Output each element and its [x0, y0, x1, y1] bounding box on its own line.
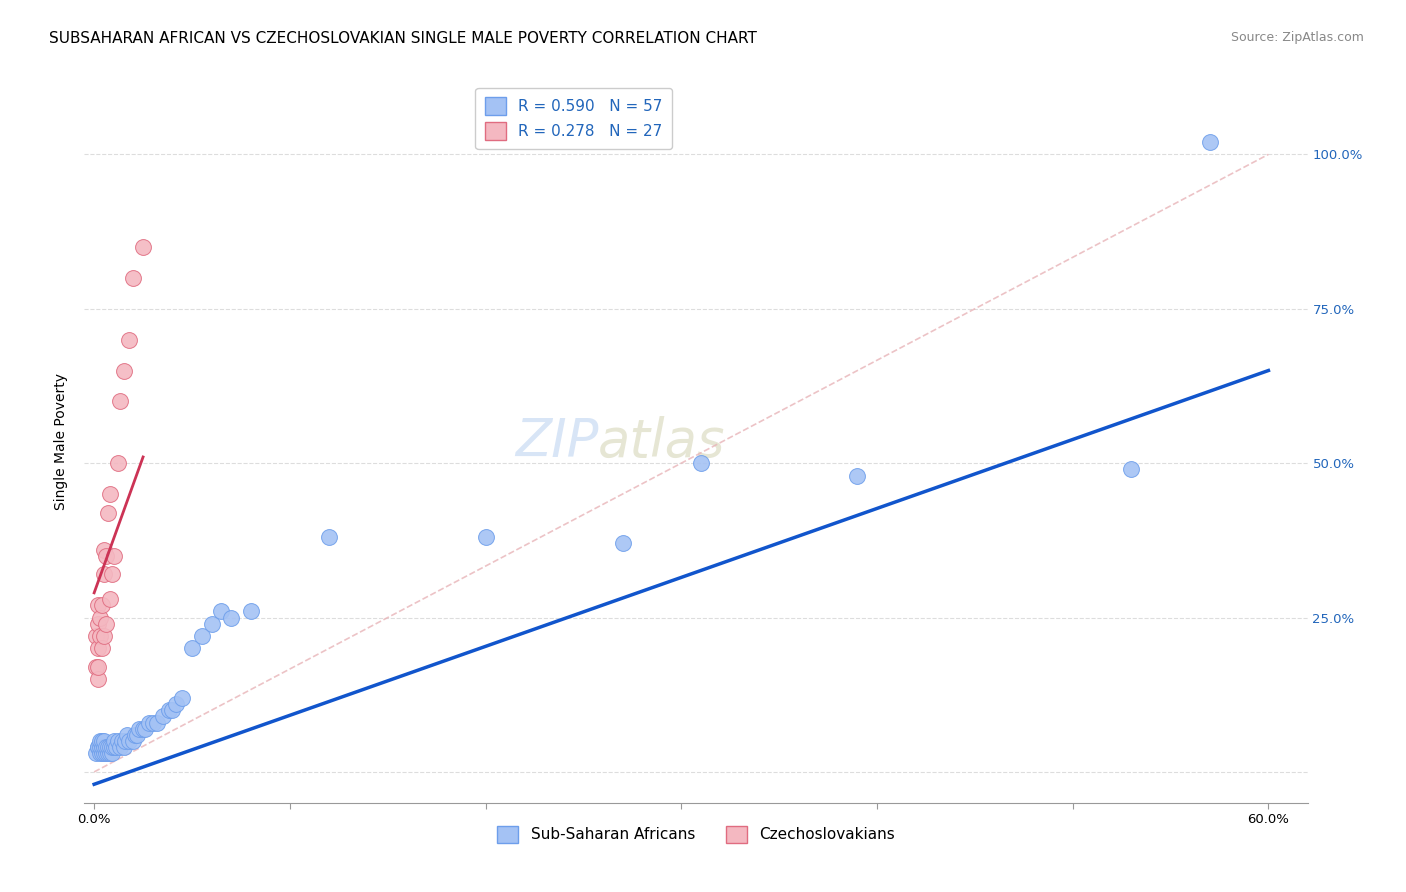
- Point: [118, 333, 141, 347]
- Point: [100, 740, 122, 755]
- Point: [91, 598, 114, 612]
- Point: [93, 629, 115, 643]
- Point: [87, 673, 110, 687]
- Point: [162, 703, 184, 717]
- Legend: Sub-Saharan Africans, Czechoslovakians: Sub-Saharan Africans, Czechoslovakians: [491, 820, 901, 849]
- Point: [93, 747, 115, 761]
- Point: [87, 641, 110, 656]
- Point: [209, 604, 232, 618]
- Point: [124, 728, 146, 742]
- Point: [89, 734, 111, 748]
- Point: [142, 715, 165, 730]
- Point: [107, 734, 129, 748]
- Point: [127, 728, 149, 742]
- Point: [152, 709, 174, 723]
- Point: [94, 747, 117, 761]
- Point: [87, 598, 110, 612]
- Point: [112, 740, 135, 755]
- Point: [146, 715, 169, 730]
- Point: [846, 468, 869, 483]
- Point: [689, 456, 711, 470]
- Point: [93, 567, 115, 582]
- Point: [91, 747, 114, 761]
- Point: [117, 728, 139, 742]
- Point: [89, 610, 111, 624]
- Point: [84, 660, 107, 674]
- Point: [132, 722, 155, 736]
- Point: [191, 629, 214, 643]
- Point: [94, 549, 117, 563]
- Point: [103, 734, 125, 748]
- Point: [91, 740, 114, 755]
- Point: [91, 734, 114, 748]
- Point: [165, 697, 187, 711]
- Text: ZIP: ZIP: [515, 416, 598, 467]
- Point: [94, 616, 117, 631]
- Y-axis label: Single Male Poverty: Single Male Poverty: [55, 373, 69, 510]
- Point: [98, 740, 121, 755]
- Point: [318, 530, 340, 544]
- Point: [1121, 462, 1143, 476]
- Point: [219, 610, 242, 624]
- Point: [84, 747, 107, 761]
- Point: [103, 549, 125, 563]
- Point: [112, 363, 135, 377]
- Point: [84, 629, 107, 643]
- Point: [122, 271, 145, 285]
- Point: [89, 740, 111, 755]
- Point: [98, 592, 121, 607]
- Point: [87, 616, 110, 631]
- Point: [239, 604, 262, 618]
- Point: [128, 722, 150, 736]
- Point: [93, 740, 115, 755]
- Point: [93, 734, 115, 748]
- Text: Source: ZipAtlas.com: Source: ZipAtlas.com: [1230, 31, 1364, 45]
- Point: [97, 740, 120, 755]
- Point: [87, 660, 110, 674]
- Point: [172, 690, 194, 705]
- Point: [181, 641, 204, 656]
- Point: [104, 740, 127, 755]
- Point: [134, 722, 156, 736]
- Point: [157, 703, 180, 717]
- Point: [100, 747, 122, 761]
- Point: [89, 629, 111, 643]
- Point: [97, 506, 120, 520]
- Point: [93, 542, 115, 557]
- Point: [89, 747, 111, 761]
- Point: [94, 740, 117, 755]
- Point: [1198, 135, 1220, 149]
- Point: [138, 715, 160, 730]
- Point: [122, 734, 145, 748]
- Point: [108, 740, 131, 755]
- Point: [108, 394, 131, 409]
- Point: [87, 740, 110, 755]
- Point: [91, 641, 114, 656]
- Point: [97, 747, 120, 761]
- Text: atlas: atlas: [598, 416, 725, 467]
- Text: SUBSAHARAN AFRICAN VS CZECHOSLOVAKIAN SINGLE MALE POVERTY CORRELATION CHART: SUBSAHARAN AFRICAN VS CZECHOSLOVAKIAN SI…: [49, 31, 756, 46]
- Point: [612, 536, 634, 550]
- Point: [118, 734, 141, 748]
- Point: [132, 240, 155, 254]
- Point: [110, 734, 132, 748]
- Point: [98, 487, 121, 501]
- Point: [474, 530, 496, 544]
- Point: [107, 456, 129, 470]
- Point: [87, 740, 110, 755]
- Point: [114, 734, 136, 748]
- Point: [103, 740, 125, 755]
- Point: [100, 567, 122, 582]
- Point: [200, 616, 222, 631]
- Point: [98, 747, 121, 761]
